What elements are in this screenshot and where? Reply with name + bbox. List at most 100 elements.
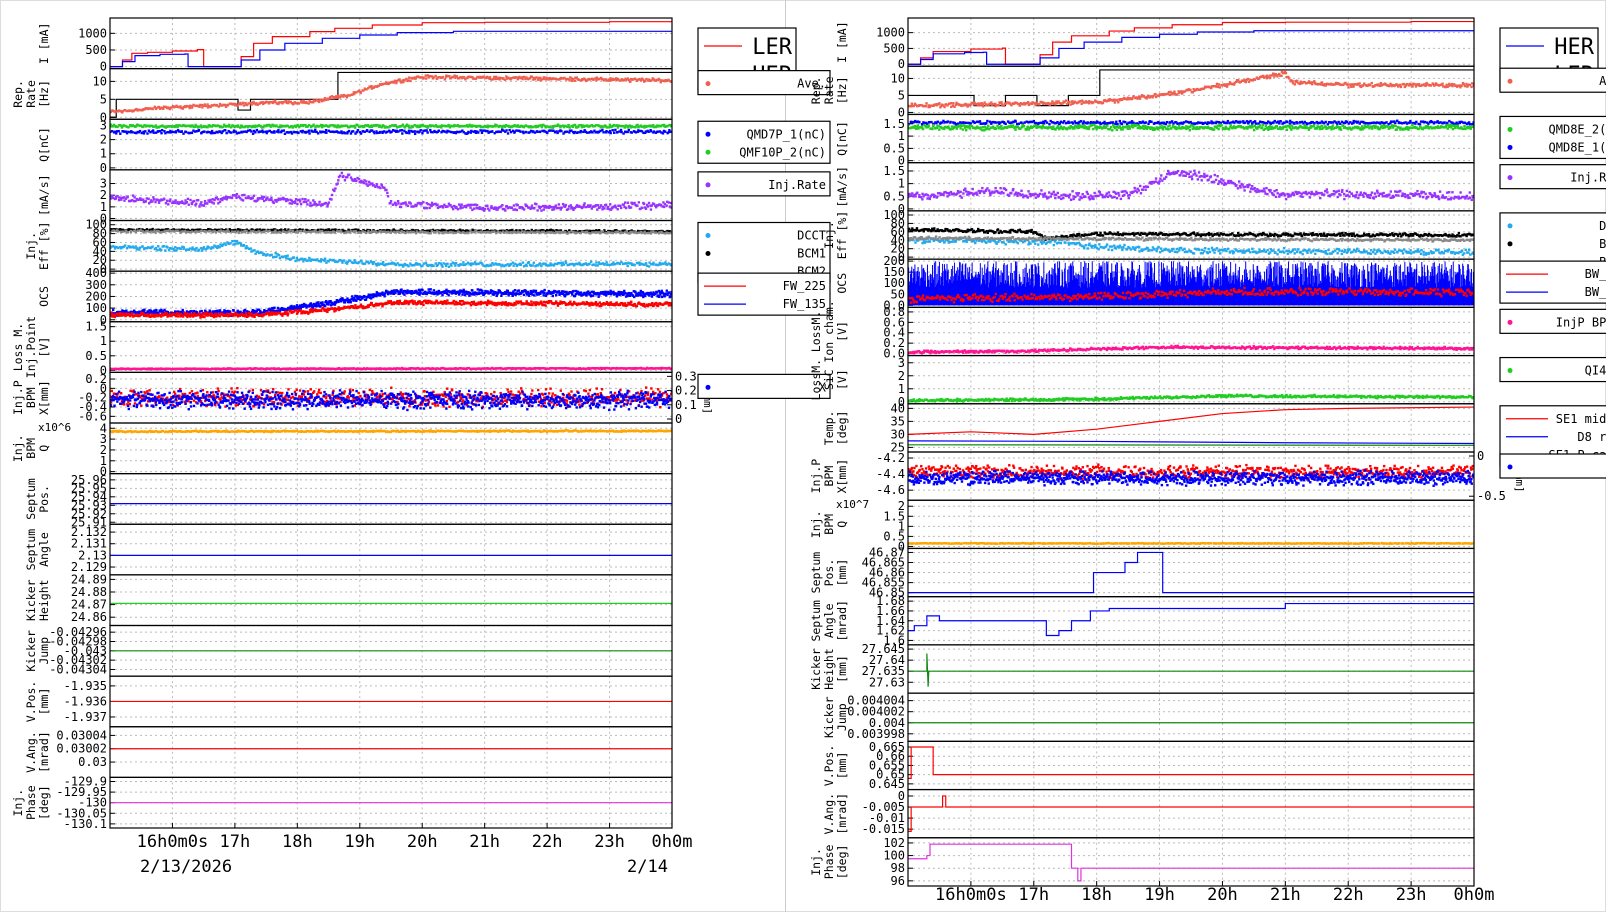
scatter-point-red [545,300,549,304]
scatter-point-blue [616,131,619,134]
scatter-point-purple [410,205,413,208]
scatter-point-salmon [176,105,179,109]
scatter-point-salmon [425,77,428,80]
scatter-point-green [312,123,315,126]
scatter-point-blue [650,295,654,298]
scatter-point-purple [216,198,220,201]
scatter-point-green [370,124,373,127]
scatter-point-cyan [312,258,316,262]
scatter-point-gray [203,230,207,233]
scatter-point-purple [157,201,161,204]
scatter-point-gray [249,230,253,233]
scatter-point-red [474,303,477,306]
scatter-point-gray [457,230,461,234]
scatter-point-blue [115,132,118,135]
scatter-point-blue [317,301,320,304]
scatter-point-purple [277,197,280,200]
scatter-point-green [172,124,175,128]
scatter-point-blue [266,310,269,313]
scatter-point-red [185,312,189,315]
scatter-point-green [345,124,349,127]
scatter-point-purple [334,187,337,190]
scatter-point-blue [297,307,301,311]
scatter-point-black [165,228,168,231]
scatter-point-black [323,229,326,232]
scatter-point-salmon [540,78,543,81]
scatter-point-green [484,125,488,129]
scatter-point-blue [498,130,501,133]
scatter-point-blue [251,132,255,135]
y-tick-label: 0 [100,313,107,327]
scatter-point-cyan [379,262,383,266]
scatter-point-green [240,124,244,128]
scatter-point-cyan [540,264,543,268]
scatter-point-blue [149,130,152,134]
scatter-point-gray [551,231,554,234]
scatter-point-green [617,124,621,127]
scatter-point-blue [150,310,153,313]
scatter-point-black [209,228,212,231]
scatter-point-blue [232,130,235,134]
scatter-point-blue [657,294,660,297]
scatter-point-gray [552,231,556,235]
scatter-point-blue [658,130,662,133]
scatter-point-red [614,303,617,306]
scatter-point-salmon [670,80,672,83]
legend-label: QMD7P_1(nC) [747,127,826,141]
scatter-point-cyan [323,257,327,260]
scatter-point-blue [364,298,368,301]
scatter-point-blue [311,307,315,310]
scatter-point-black [269,228,273,232]
scatter-point-blue [478,288,482,292]
scatter-point-blue [477,131,480,134]
scatter-point-red [201,315,204,318]
scatter-point-gray [549,231,552,234]
scatter-point-gray [541,230,544,234]
scatter-point-red [404,302,407,305]
scatter-point-purple [570,206,574,209]
scatter-point-blue [180,130,184,133]
scatter-point-blue [516,289,519,293]
scatter-point-green [239,126,242,129]
scatter-point-blue [266,130,269,133]
scatter-point-red [541,303,544,307]
scatter-point-gray [332,230,335,233]
scatter-point-blue [474,131,478,135]
scatter-point-black [217,228,221,232]
scatter-point-red [554,300,558,303]
scatter-point-cyan [277,254,281,257]
scatter-point-green [548,125,551,128]
scatter-point-blue [340,130,343,133]
scatter-point-red [439,300,443,304]
scatter-point-gray [430,229,434,233]
scatter-point-black [301,228,304,231]
scatter-point-green [468,124,472,128]
scatter-point-green [454,124,457,128]
scatter-point-purple [394,202,397,205]
scatter-point-gray [153,229,156,232]
scatter-point-salmon [588,78,592,81]
scatter-point-blue [134,312,137,315]
scatter-point-purple [338,174,342,177]
scatter-point-salmon [159,106,163,110]
y-tick-label: 0 [100,262,107,276]
scatter-point-purple [310,204,313,207]
scatter-point-blue [480,291,484,295]
scatter-point-blue [558,293,561,296]
scatter-point-red [176,315,180,318]
scatter-point-gray [168,229,171,232]
scatter-point-gray [260,230,264,234]
scatter-point-black [522,228,525,232]
scatter-point-blue [422,129,425,133]
scatter-point-green [562,125,566,129]
scatter-point-red [618,303,622,307]
scatter-point-red [295,309,298,312]
scatter-point-blue [295,304,299,307]
scatter-point-red [224,314,228,318]
scatter-point-green [197,125,201,128]
scatter-point-purple [598,206,601,209]
scatter-point-black [196,228,199,231]
scatter-point-blue [256,308,259,311]
scatter-point-blue [642,291,645,295]
scatter-point-salmon [317,99,321,102]
